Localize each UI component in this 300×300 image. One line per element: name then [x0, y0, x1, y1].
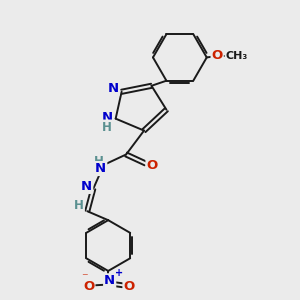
Text: ⁻: ⁻ — [81, 272, 88, 284]
Text: CH₃: CH₃ — [226, 51, 248, 61]
Text: N: N — [81, 180, 92, 193]
Text: H: H — [102, 121, 112, 134]
Text: N: N — [102, 111, 113, 124]
Text: +: + — [115, 268, 123, 278]
Text: N: N — [108, 82, 119, 95]
Text: O: O — [212, 50, 223, 62]
Text: N: N — [95, 162, 106, 175]
Text: H: H — [94, 155, 104, 168]
Text: O: O — [124, 280, 135, 293]
Text: O: O — [83, 280, 94, 293]
Text: H: H — [74, 199, 84, 212]
Text: O: O — [146, 159, 158, 172]
Text: N: N — [104, 274, 115, 287]
